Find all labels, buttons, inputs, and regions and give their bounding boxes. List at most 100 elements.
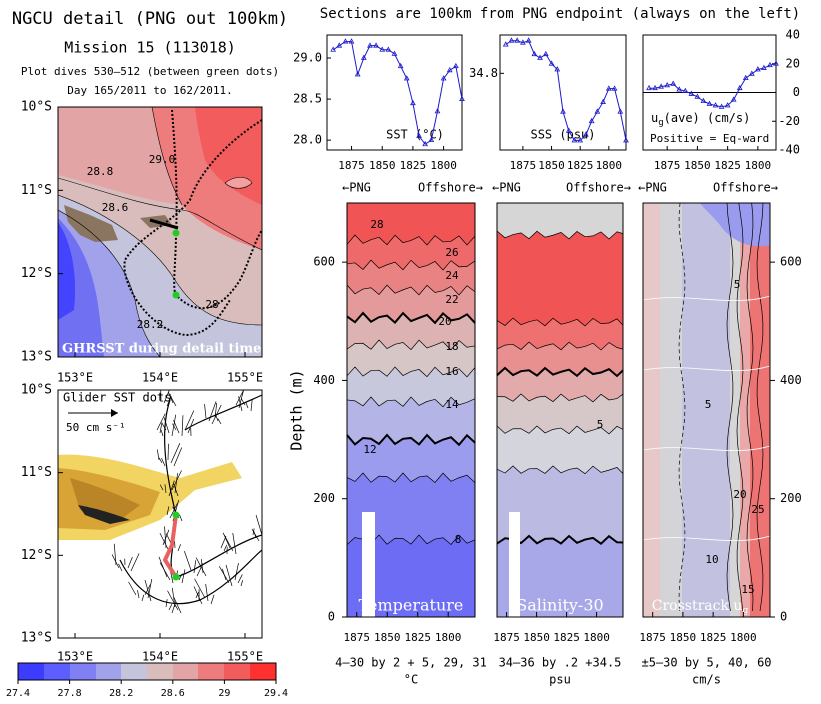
velocity-arrow bbox=[255, 515, 262, 536]
contour-label: 15 bbox=[741, 583, 754, 596]
velocity-band bbox=[682, 203, 730, 617]
velocity-arrow bbox=[169, 394, 174, 404]
velocity-arrow bbox=[159, 484, 164, 491]
y-tick-label: 400 bbox=[313, 373, 335, 387]
velocity-arrow bbox=[173, 597, 182, 614]
data-point bbox=[554, 66, 561, 72]
label-sub: g bbox=[658, 118, 663, 128]
y-tick-label: 200 bbox=[313, 491, 335, 505]
velocity-arrow bbox=[159, 562, 171, 581]
colorbar-label: 28.6 bbox=[161, 688, 185, 699]
data-point bbox=[658, 83, 665, 89]
data-point bbox=[525, 37, 532, 43]
colorbar-label: 28.2 bbox=[109, 688, 133, 699]
green-dot bbox=[172, 573, 180, 581]
panel-label: SSS (psu) bbox=[530, 128, 595, 142]
data-point bbox=[410, 99, 416, 106]
velocity-arrow bbox=[170, 443, 181, 464]
velocity-band bbox=[750, 203, 770, 617]
contour-label: 5 bbox=[705, 398, 712, 411]
velocity-arrow bbox=[214, 402, 218, 419]
colorbar-frame bbox=[17, 662, 277, 681]
velocity-arrow bbox=[160, 430, 164, 437]
velocity-arrow bbox=[171, 414, 177, 437]
x-tick-label: 1825 bbox=[567, 159, 594, 172]
data-point bbox=[416, 132, 422, 138]
velocity-arrow bbox=[225, 564, 233, 587]
colorbar-cell bbox=[250, 663, 276, 680]
velocity-arrow bbox=[156, 449, 160, 461]
velocity-arrow bbox=[250, 399, 253, 412]
contour-line bbox=[746, 202, 754, 612]
data-point bbox=[367, 42, 373, 48]
x-tick-label: 1800 bbox=[430, 159, 457, 172]
colorbar-cell bbox=[44, 663, 70, 680]
contour-line bbox=[496, 230, 624, 240]
data-point bbox=[428, 136, 435, 143]
velocity-arrow bbox=[268, 528, 275, 541]
title-sub: g bbox=[742, 606, 748, 616]
velocity-arrow bbox=[235, 390, 245, 406]
y-tick-label: 11°S bbox=[21, 183, 52, 198]
y-tick-label: 0 bbox=[328, 610, 335, 624]
section-frame bbox=[496, 202, 624, 618]
contour-line bbox=[496, 366, 624, 378]
data-point bbox=[348, 38, 355, 44]
x-tick-label: 154°E bbox=[142, 371, 178, 385]
velocity-arrow bbox=[173, 483, 179, 497]
data-point bbox=[459, 95, 465, 101]
contour-line bbox=[496, 317, 624, 327]
contour-line bbox=[346, 311, 476, 325]
x-tick-label: 1875 bbox=[654, 159, 681, 172]
velocity-arrow bbox=[127, 556, 133, 569]
contour-line bbox=[496, 393, 624, 403]
x-tick-label: 1850 bbox=[374, 631, 401, 644]
contour-line bbox=[496, 425, 624, 435]
glider-map bbox=[58, 390, 275, 638]
data-point bbox=[571, 137, 578, 143]
contour-label: 18 bbox=[445, 340, 458, 353]
data-point bbox=[748, 70, 755, 76]
y-tick-label: 600 bbox=[313, 255, 335, 269]
data-point bbox=[446, 66, 453, 73]
velocity-arrow bbox=[181, 415, 184, 437]
glider-track bbox=[123, 119, 262, 337]
data-point bbox=[342, 38, 349, 44]
green-dot bbox=[172, 511, 180, 519]
figure-title: NGCU detail (PNG out 100km) bbox=[12, 9, 288, 29]
isopycnal bbox=[642, 535, 771, 541]
map-title: Glider SST dots bbox=[63, 391, 171, 405]
data-point bbox=[600, 98, 606, 104]
glider-track bbox=[164, 399, 262, 578]
data-point bbox=[664, 81, 671, 88]
velocity-arrow bbox=[141, 594, 145, 602]
velocity-arrow bbox=[172, 423, 177, 431]
sst-map bbox=[58, 107, 262, 357]
y-tick-label: 13°S bbox=[21, 631, 52, 646]
x-tick-label: 1800 bbox=[583, 631, 610, 644]
data-point bbox=[537, 54, 543, 60]
isopycnal bbox=[642, 365, 771, 371]
data-point bbox=[391, 50, 398, 56]
velocity-arrow bbox=[181, 569, 186, 584]
contour-line bbox=[496, 341, 624, 351]
isopycnal bbox=[642, 295, 771, 301]
velocity-arrow bbox=[156, 413, 166, 431]
velocity-arrow bbox=[265, 517, 269, 538]
units-label: cm/s bbox=[692, 673, 721, 687]
sst-region bbox=[58, 222, 76, 320]
day-note: Day 165/2011 to 162/2011. bbox=[67, 84, 233, 97]
left-label: ←PNG bbox=[492, 181, 521, 195]
colorbar-label: 29.4 bbox=[264, 688, 288, 699]
data-point bbox=[700, 97, 707, 104]
contour-line bbox=[58, 209, 161, 357]
velocity-arrow bbox=[196, 569, 201, 577]
data-point bbox=[514, 37, 521, 43]
contour-line bbox=[346, 234, 476, 246]
x-tick-label: 154°E bbox=[142, 650, 178, 664]
right-label: Offshore→ bbox=[418, 181, 483, 195]
data-line bbox=[505, 40, 627, 141]
y-tick-label: 29.0 bbox=[293, 51, 322, 65]
y-tick-label: 28.5 bbox=[293, 92, 322, 106]
y-tick-label: 12°S bbox=[21, 266, 52, 281]
